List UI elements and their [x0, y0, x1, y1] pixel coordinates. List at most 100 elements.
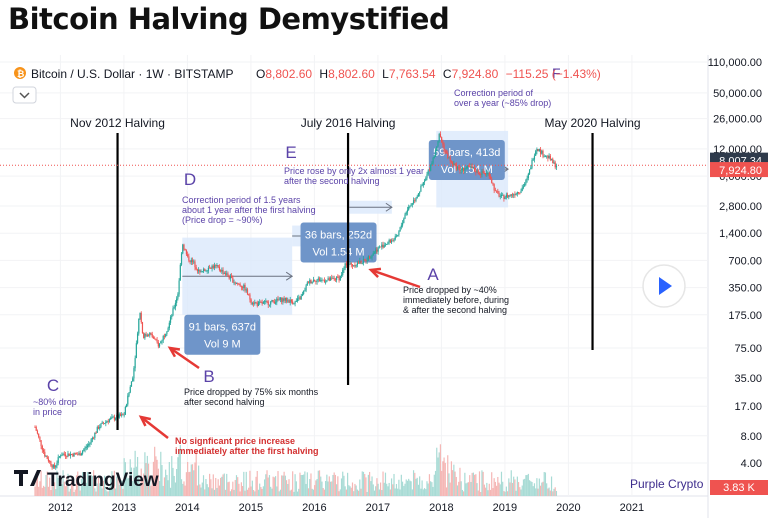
x-tick-label: 2013 [112, 502, 136, 514]
candle-body [405, 212, 407, 215]
volume-bar [263, 479, 266, 496]
candle-body [67, 453, 69, 457]
volume-bar [441, 470, 443, 496]
volume-bar [50, 490, 52, 496]
candle-body [327, 278, 329, 281]
volume-bar [205, 478, 207, 496]
volume-bar [550, 476, 553, 496]
volume-bar [438, 452, 440, 496]
candle-body [472, 167, 474, 169]
range-label-box [428, 139, 505, 180]
candle-body [368, 255, 371, 259]
candle-body [301, 293, 304, 296]
volume-bar [187, 461, 189, 496]
volume-bar [232, 481, 234, 496]
volume-bar [436, 447, 438, 496]
volume-bar [216, 487, 218, 496]
candle-body [311, 281, 313, 284]
volume-bar [259, 483, 261, 496]
volume-bar [475, 474, 477, 496]
x-tick-label: 2012 [48, 502, 72, 514]
candle-body [233, 282, 235, 284]
volume-bar [515, 490, 517, 496]
candle-body [527, 173, 529, 179]
volume-bar [99, 483, 101, 496]
candle-body [412, 200, 415, 204]
candle-body [410, 204, 412, 206]
candle-body [539, 149, 542, 154]
volume-bar [543, 472, 545, 496]
volume-bar [535, 488, 537, 496]
candle-body [514, 194, 516, 196]
volume-bar [549, 490, 551, 496]
volume-bar [329, 481, 332, 496]
candle-body [482, 171, 484, 174]
volume-bar [152, 461, 155, 496]
volume-bar [492, 488, 494, 496]
candle-body [56, 462, 58, 466]
volume-bar [477, 490, 479, 496]
candle-body [96, 427, 98, 433]
volume-bar [114, 488, 117, 496]
candle-body [193, 261, 195, 263]
volume-bar [155, 456, 157, 496]
collapse-button[interactable] [12, 86, 37, 104]
candle-body [178, 280, 180, 295]
volume-bar [228, 481, 230, 496]
volume-bar [294, 474, 296, 496]
volume-bar [266, 470, 268, 496]
volume-bar [229, 491, 231, 496]
play-button[interactable] [642, 264, 686, 308]
close-value: 7,924.80 [452, 67, 499, 81]
candle-body [552, 158, 554, 164]
candle-body [452, 161, 454, 165]
volume-bar [260, 487, 262, 496]
candle-body [272, 300, 274, 302]
volume-bar [85, 482, 87, 496]
volume-bar [509, 482, 511, 496]
volume-bar [301, 474, 304, 496]
candle-body [172, 308, 174, 316]
candle-body [492, 182, 494, 185]
candle-body [497, 191, 499, 193]
candle-body [154, 338, 156, 340]
candle-body [528, 169, 531, 174]
volume-bar [282, 475, 284, 496]
candle-body [250, 299, 252, 304]
volume-bar [461, 489, 464, 496]
volume-bar [537, 488, 539, 496]
volume-bar [134, 450, 136, 496]
y-axis-labels: 110,000.0050,000.0026,000.0012,000.006,0… [0, 57, 768, 470]
candle-body [486, 172, 488, 175]
candle-body [207, 267, 210, 271]
candle-body [141, 322, 144, 334]
candle-body [44, 451, 46, 457]
bitcoin-icon [14, 67, 26, 79]
candle-body [513, 194, 515, 196]
candle-body [390, 240, 393, 243]
candle-body [320, 280, 322, 282]
volume-bar [235, 475, 238, 496]
volume-bar [207, 487, 210, 496]
volume-bar [201, 482, 203, 496]
volume-bar [538, 478, 540, 496]
candle-body [69, 454, 72, 456]
candle-body [444, 150, 446, 152]
candle-body [249, 294, 251, 300]
candle-body [210, 268, 212, 269]
candle-body [75, 453, 78, 455]
volume-bar [127, 478, 129, 496]
volume-bar [317, 470, 319, 496]
candle-body [375, 249, 377, 253]
candle-body [550, 158, 553, 160]
candle-body [354, 265, 356, 267]
candle-body [101, 422, 103, 424]
x-tick-label: 2018 [429, 502, 453, 514]
annotation-text-e: after the second halving [284, 176, 380, 186]
candle-body [123, 414, 125, 416]
volume-bar [310, 473, 312, 496]
volume-bar [303, 474, 305, 496]
candle-body [515, 193, 517, 196]
candle-body [287, 300, 289, 302]
candle-body [378, 246, 380, 248]
